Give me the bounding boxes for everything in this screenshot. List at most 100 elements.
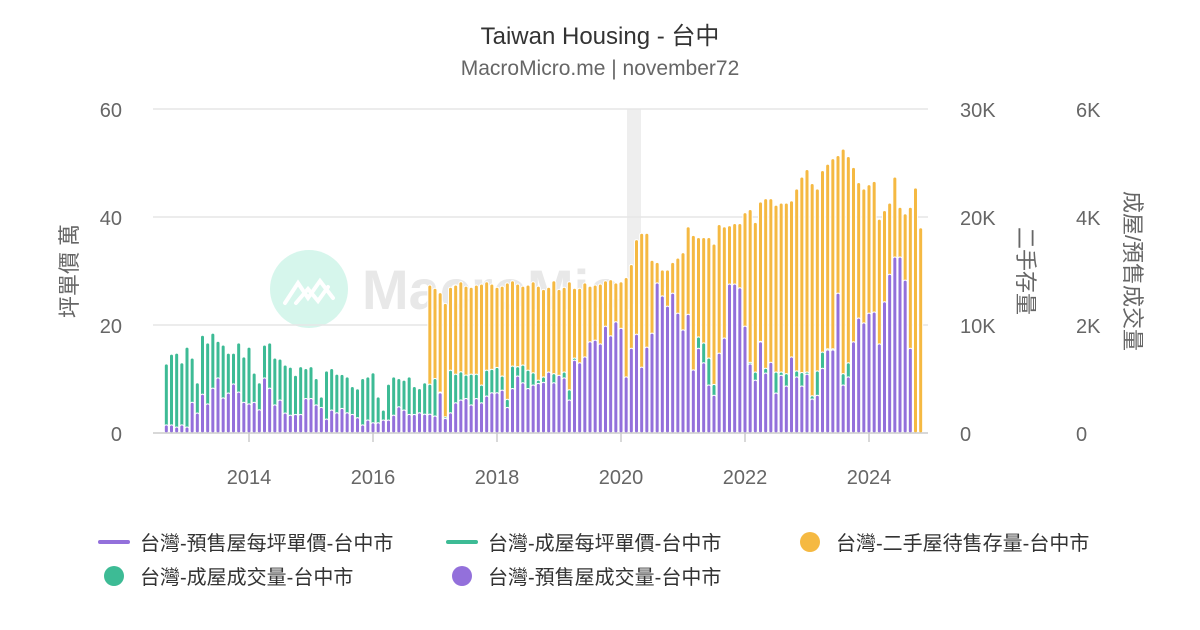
presale-volume-bar [871, 311, 877, 434]
right-axis-1-tick-label: 0 [960, 424, 971, 446]
presale-volume-bar [711, 394, 717, 434]
presale-volume-bar [603, 325, 608, 434]
presale-volume-bar [747, 363, 753, 434]
presale-volume-bar [644, 346, 650, 434]
presale-volume-bar [654, 282, 660, 434]
presale-volume-bar [318, 406, 324, 434]
presale-volume-bar [851, 341, 856, 434]
presale-volume-bar [246, 403, 252, 434]
presale-volume-bar [406, 413, 412, 434]
x-axis-tick-label: 2016 [351, 467, 396, 489]
legend-label: 台灣-預售屋每坪單價-台中市 [140, 533, 394, 555]
presale-volume-bar [892, 256, 898, 434]
presale-volume-bar [303, 397, 309, 434]
presale-volume-bar [561, 377, 567, 434]
existing-volume-bar [184, 346, 190, 434]
presale-volume-bar [484, 395, 490, 434]
presale-volume-bar [618, 327, 624, 434]
presale-volume-bar [608, 335, 614, 434]
legend-item-existing-volume[interactable]: 台灣-成屋成交量-台中市 [98, 561, 353, 590]
presale-volume-bar [525, 387, 531, 434]
presale-volume-bar [592, 339, 598, 434]
presale-volume-bar [272, 404, 278, 434]
presale-volume-bar [768, 361, 774, 434]
presale-volume-bar [458, 399, 464, 434]
presale-volume-bar [324, 418, 329, 434]
presale-volume-bar [773, 392, 779, 434]
presale-volume-bar [685, 313, 691, 434]
presale-volume-bar [355, 417, 360, 434]
inventory-bar [918, 227, 924, 434]
presale-volume-bar [442, 417, 448, 434]
legend-item-presale-price[interactable]: 台灣-預售屋每坪單價-台中市 [98, 527, 393, 556]
presale-volume-bar [215, 377, 221, 434]
circle-swatch-icon [800, 531, 820, 552]
presale-volume-bar [659, 295, 665, 434]
presale-volume-bar [628, 347, 634, 434]
presale-volume-bar [360, 424, 366, 434]
legend-label: 台灣-成屋成交量-台中市 [140, 567, 354, 589]
presale-volume-bar [473, 397, 479, 434]
presale-volume-bar [902, 279, 908, 434]
presale-volume-bar [308, 397, 314, 434]
presale-volume-bar [778, 374, 784, 434]
presale-volume-bar [417, 412, 422, 434]
x-axis-tick-label: 2018 [475, 467, 520, 489]
circle-swatch-icon [104, 565, 124, 586]
presale-volume-bar [236, 391, 242, 434]
presale-volume-bar [344, 412, 350, 434]
presale-volume-bar [515, 375, 521, 434]
presale-volume-bar [530, 384, 536, 434]
presale-volume-bar [313, 404, 319, 434]
presale-volume-bar [597, 343, 603, 434]
presale-volume-bar [194, 412, 200, 434]
presale-volume-bar [582, 356, 588, 434]
presale-volume-bar [396, 406, 402, 434]
presale-volume-bar [262, 377, 267, 434]
presale-volume-bar [479, 402, 484, 434]
legend-label: 台灣-二手屋待售存量-台中市 [836, 533, 1090, 555]
presale-volume-bar [298, 413, 304, 434]
legend-item-inventory[interactable]: 台灣-二手屋待售存量-台中市 [794, 527, 1089, 556]
right-axis-2-tick-label: 6K [1076, 100, 1101, 122]
right-axis-1-title: 二手存量 [1013, 227, 1038, 315]
presale-volume-bar [386, 419, 391, 434]
left-axis-tick-label: 0 [111, 424, 122, 446]
presale-volume-bar [329, 409, 335, 434]
presale-volume-bar [411, 413, 417, 434]
presale-volume-bar [504, 406, 510, 434]
line-swatch-icon [98, 539, 130, 544]
legend-item-existing-price[interactable]: 台灣-成屋每坪單價-台中市 [446, 527, 721, 556]
presale-volume-bar [783, 385, 789, 434]
presale-volume-bar [179, 424, 185, 434]
presale-volume-bar [737, 287, 743, 434]
presale-volume-bar [437, 392, 443, 434]
circle-swatch-icon [452, 565, 472, 586]
presale-volume-bar [690, 369, 696, 434]
presale-volume-bar [267, 387, 273, 434]
presale-volume-bar [448, 412, 453, 434]
presale-volume-bar [189, 401, 195, 434]
presale-volume-bar [866, 312, 872, 434]
presale-volume-bar [680, 329, 686, 434]
presale-volume-bar [556, 374, 562, 434]
legend-item-presale-volume[interactable]: 台灣-預售屋成交量-台中市 [446, 561, 721, 590]
inventory-bar [913, 187, 918, 434]
presale-volume-bar [716, 352, 722, 434]
presale-volume-bar [876, 343, 882, 434]
presale-volume-bar [907, 347, 913, 434]
presale-volume-bar [210, 387, 216, 434]
presale-volume-bar [758, 341, 763, 434]
x-axis-tick-label: 2014 [227, 467, 272, 489]
presale-volume-bar [809, 398, 815, 434]
presale-volume-bar [163, 424, 169, 434]
presale-volume-bar [546, 371, 552, 434]
presale-volume-bar [380, 419, 386, 434]
presale-volume-bar [840, 384, 846, 434]
presale-volume-bar [887, 273, 893, 434]
presale-volume-bar [432, 415, 438, 434]
presale-volume-bar [623, 376, 629, 434]
presale-volume-bar [169, 424, 174, 434]
left-axis-tick-label: 40 [100, 208, 122, 230]
